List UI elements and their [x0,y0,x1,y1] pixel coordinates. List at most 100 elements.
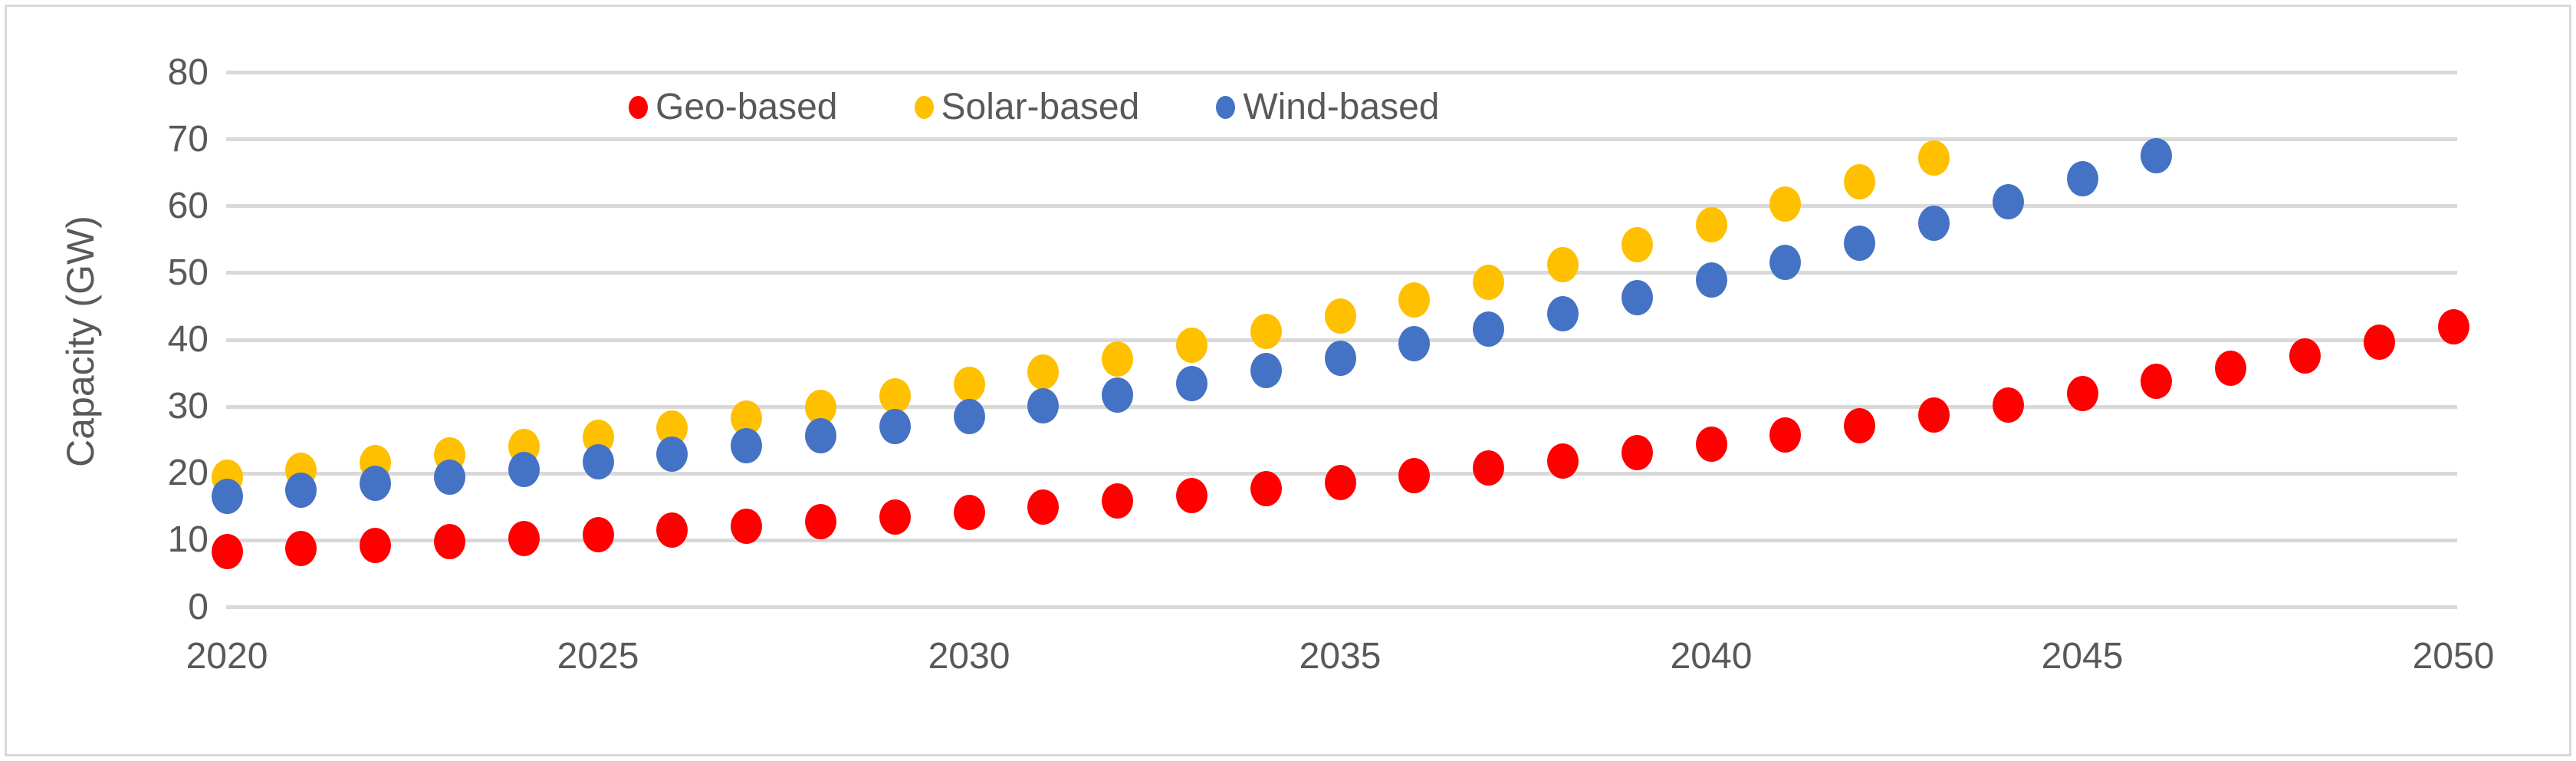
data-point [1250,313,1282,349]
data-point [953,494,985,530]
data-point [2288,338,2321,374]
legend-item-wind: Wind-based [1216,86,1439,128]
data-point [1992,387,2024,423]
data-point [1398,282,1431,318]
data-point [1621,227,1653,263]
data-point [1102,483,1134,519]
x-tick-label: 2030 [928,636,1010,677]
data-point [879,409,911,445]
data-point [1844,163,1876,199]
y-tick-label: 50 [167,252,209,293]
legend-label-geo: Geo-based [656,87,838,127]
data-point [1621,280,1653,316]
data-point [582,516,614,552]
data-point [285,473,317,509]
x-tick-label: 2025 [557,636,639,677]
data-point [1769,186,1802,222]
data-point [1324,298,1356,334]
data-point [1546,246,1579,282]
data-point [656,436,688,472]
data-point [1695,426,1727,462]
x-tick-label: 2020 [186,636,268,677]
data-point [508,520,540,556]
data-point [2141,364,2173,400]
data-point [1546,296,1579,332]
data-point [1398,326,1431,362]
data-point [1917,140,1950,176]
data-point [953,399,985,435]
y-tick-label: 10 [167,519,209,561]
y-tick-label: 60 [167,185,209,226]
x-tick-label: 2045 [2041,636,2124,677]
data-point [285,530,317,566]
data-point [1102,341,1134,377]
data-point [1992,183,2024,219]
y-tick-label: 70 [167,118,209,160]
data-point [433,459,465,495]
data-point [2437,309,2469,345]
data-point [1917,397,1950,433]
legend-label-solar: Solar-based [941,87,1140,127]
data-point [1546,443,1579,479]
gridline [226,271,2457,275]
gridline [226,404,2457,409]
y-tick-label: 20 [167,453,209,494]
data-point [1473,311,1505,348]
data-point [1027,354,1060,390]
data-point [2215,351,2247,387]
data-point [804,503,836,539]
data-point [1250,471,1282,507]
data-point [1175,327,1208,363]
data-point [2141,137,2173,173]
legend-item-geo: Geo-based [629,86,838,128]
data-point [804,418,836,454]
data-point [1175,478,1208,513]
wind-series-marker-icon [1216,95,1236,119]
data-point [2363,324,2395,360]
legend-item-solar: Solar-based [914,86,1140,128]
data-point [1473,265,1505,301]
x-tick-label: 2035 [1299,636,1382,677]
data-point [360,528,392,564]
data-point [1324,464,1356,500]
gridline [226,204,2457,209]
gridline [226,137,2457,142]
data-point [1695,207,1727,243]
x-tick-label: 2040 [1670,636,1753,677]
data-point [360,466,392,502]
x-tick-label: 2050 [2412,636,2495,677]
y-tick-label: 80 [167,51,209,93]
solar-series-marker-icon [914,95,934,119]
gridline [226,338,2457,342]
gridline [226,605,2457,609]
y-tick-label: 40 [167,319,209,360]
data-point [731,427,763,463]
legend-label-wind: Wind-based [1243,87,1440,127]
data-point [1621,435,1653,471]
data-point [879,378,911,414]
geo-series-marker-icon [629,95,648,119]
data-point [1027,489,1060,525]
data-point [1398,457,1431,493]
data-point [211,534,243,570]
data-point [1324,340,1356,376]
data-point [211,478,243,514]
data-point [1769,244,1802,280]
data-point [2066,375,2098,411]
gridline [226,538,2457,542]
data-point [656,512,688,549]
data-point [433,524,465,560]
chart-border [5,5,2571,756]
data-point [1917,205,1950,241]
data-point [1027,388,1060,424]
data-point [1844,225,1876,261]
data-point [1250,353,1282,389]
gridline [226,71,2457,74]
data-point [1695,262,1727,298]
data-point [1473,450,1505,486]
data-point [1102,377,1134,413]
data-point [582,444,614,480]
data-point [953,367,985,403]
data-point [508,452,540,488]
